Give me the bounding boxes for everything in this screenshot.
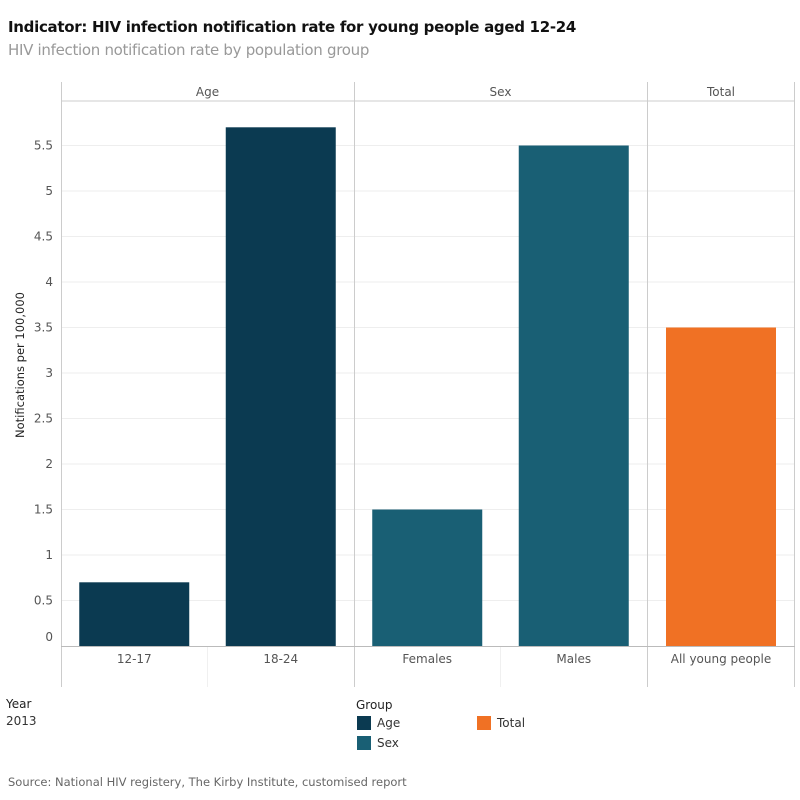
year-filter-label: Year — [6, 697, 32, 711]
legend-label-age[interactable]: Age — [377, 716, 401, 730]
y-tick-label: 5 — [45, 184, 53, 198]
panel-header: Sex — [490, 85, 512, 99]
x-tick-label: 18-24 — [263, 652, 298, 666]
legend-swatch-total[interactable] — [477, 716, 491, 730]
y-axis-label: Notifications per 100,000 — [13, 292, 27, 438]
panel-header: Total — [706, 85, 735, 99]
y-tick-label: 4 — [45, 275, 53, 289]
bar-females — [372, 509, 483, 646]
y-tick-label: 1.5 — [34, 503, 53, 517]
y-tick-label: 3.5 — [34, 321, 53, 335]
source-note: Source: National HIV registery, The Kirb… — [8, 775, 407, 789]
y-tick-label: 2.5 — [34, 412, 53, 426]
legend-swatch-sex[interactable] — [357, 736, 371, 750]
year-filter-value[interactable]: 2013 — [6, 714, 37, 728]
chart-title: Indicator: HIV infection notification ra… — [8, 18, 577, 36]
x-tick-label: Females — [402, 652, 452, 666]
legend-title: Group — [356, 698, 393, 712]
panel-header: Age — [196, 85, 219, 99]
y-tick-label: 0.5 — [34, 594, 53, 608]
x-tick-label: 12-17 — [117, 652, 152, 666]
x-tick-label: Males — [556, 652, 591, 666]
legend-label-sex[interactable]: Sex — [377, 736, 399, 750]
y-tick-label: 2 — [45, 457, 53, 471]
legend-swatch-age[interactable] — [357, 716, 371, 730]
y-tick-label: 4.5 — [34, 230, 53, 244]
legend-label-total[interactable]: Total — [497, 716, 526, 730]
y-tick-label: 0 — [45, 630, 53, 644]
y-tick-label: 3 — [45, 366, 53, 380]
bar-all-young-people — [666, 327, 776, 646]
x-tick-label: All young people — [671, 652, 771, 666]
chart-subtitle: HIV infection notification rate by popul… — [8, 41, 370, 59]
bar-12-17 — [79, 582, 190, 646]
bar-chart: 0 0.5 1 1.5 2 2.5 3 3.5 4 4.5 5 5.5 Notifications pe… — [13, 82, 795, 687]
bar-males — [518, 145, 629, 646]
y-tick-label: 5.5 — [34, 139, 53, 153]
bar-18-24 — [225, 127, 336, 647]
y-tick-label: 1 — [45, 548, 53, 562]
